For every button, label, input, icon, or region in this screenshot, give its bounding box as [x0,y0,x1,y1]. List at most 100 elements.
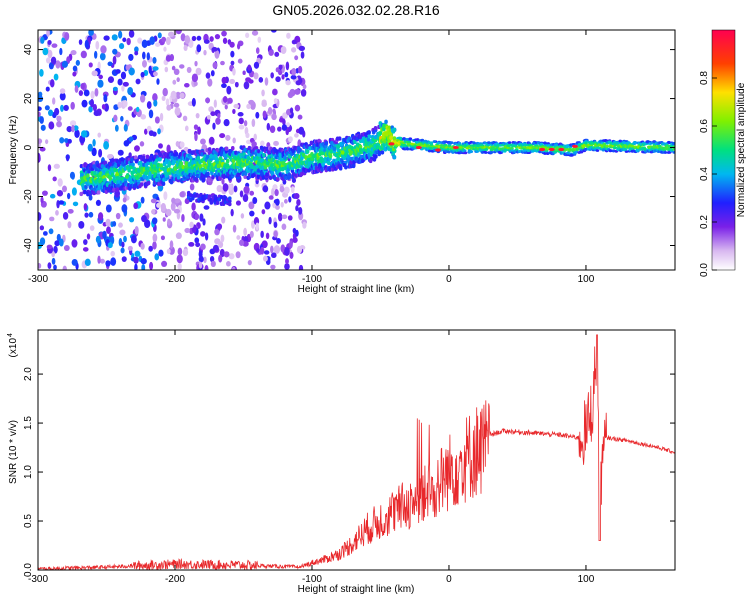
spectrogram-noise-cell [54,240,60,247]
spectrogram-noise-cell [255,47,260,55]
spectrogram-noise-cell [112,55,117,65]
spectrogram-noise-cell [126,37,131,46]
snr-panel: -300 -200 -100 0 100 0.0 0.5 1.0 1.5 2.0 Height … [7,329,676,595]
spectrogram-ridge-cell [179,161,184,166]
spectrogram-ridge-cell [539,142,544,146]
spectrogram-noise-cell [70,101,75,110]
spectrogram-noise-cell [289,107,294,114]
spectrogram-noise-cell [196,35,202,41]
spectrogram-noise-cell [252,196,258,204]
spectrogram-ridge-cell [337,136,342,141]
spectrogram-noise-cell [246,103,251,110]
spectrogram-y-tick-label: 20 [23,93,34,105]
spectrogram-noise-cell [162,217,166,222]
spectrogram-noise-cell [47,109,54,117]
spectrogram-peak-cell [388,142,395,146]
spectrogram-noise-cell [279,185,285,193]
spectrogram-noise-cell [51,251,55,258]
spectrogram-noise-cell [198,255,204,263]
spectrogram-noise-cell [120,115,124,122]
spectrogram-ridge-cell [514,148,519,151]
spectrogram-noise-cell [284,247,290,256]
snr-x-label: Height of straight line (km) [298,584,415,595]
spectrogram-noise-cell [194,132,198,142]
spectrogram-noise-cell [273,140,279,147]
spectrogram-ridge-cell [297,147,302,153]
spectrogram-noise-cell [106,226,111,235]
spectrogram-ridge-cell [491,146,496,150]
spectrogram-ridge-cell [146,180,151,186]
spectrogram-noise-cell [46,30,50,37]
spectrogram-noise-cell [230,60,235,66]
spectrogram-ridge-cell [265,172,269,177]
spectrogram-noise-cell [235,200,242,206]
spectrogram-noise-cell [264,77,269,86]
spectrogram-noise-cell [97,61,101,70]
spectrogram-noise-cell [274,189,279,197]
spectrogram-ridge-cell [663,151,668,154]
spectrogram-noise-cell [94,50,98,59]
spectrogram-noise-cell [38,142,41,148]
spectrogram-noise-cell [229,78,236,85]
spectrogram-noise-cell [74,85,79,93]
spectrogram-noise-cell [165,98,170,106]
spectrogram-noise-cell [89,98,94,108]
spectrogram-x-tick-label: -100 [302,274,322,285]
spectrogram-ridge-cell [389,135,394,140]
snr-x-tick-label: 0 [446,574,452,585]
spectrogram-noise-cell [39,146,46,152]
spectrogram-noise-cell [67,138,72,144]
spectrogram-noise-cell [42,231,48,236]
spectrogram-noise-cell [273,98,278,104]
spectrogram-peak-cell [558,147,565,152]
spectrogram-noise-cell [120,247,125,254]
spectrogram-ridge-cell [353,139,357,145]
spectrogram-noise-cell [88,62,93,68]
spectrogram-branch-cell [227,202,232,207]
spectrogram-peak-cell [452,145,459,150]
spectrogram-noise-cell [72,201,79,207]
spectrogram-noise-cell [112,221,117,227]
spectrogram-noise-cell [182,115,188,122]
spectrogram-noise-cell [221,30,227,37]
spectrogram-noise-cell [249,230,254,238]
spectrogram-ridge-cell [336,144,341,149]
spectrogram-noise-cell [95,40,100,50]
colorbar-ticks: 0.0 0.2 0.4 0.6 0.8 [699,71,717,277]
spectrogram-noise-cell [194,213,200,220]
spectrogram-noise-cell [84,258,91,267]
spectrogram-ridge-cell [599,139,603,143]
spectrogram-noise-cell [200,231,206,237]
spectrogram-noise-cell [70,49,77,56]
spectrogram-noise-cell [90,90,95,99]
spectrogram-noise-cell [216,223,223,230]
spectrogram-noise-cell [271,252,277,259]
spectrogram-noise-cell [237,43,241,50]
spectrogram-ridge-cell [217,163,222,169]
spectrogram-ridge-cell [262,152,266,158]
spectrogram-noise-cell [173,102,180,108]
spectrogram-noise-cell [141,264,146,270]
spectrogram-noise-cell [120,71,127,80]
spectrogram-ridge-cell [568,147,572,151]
spectrogram-noise-cell [40,124,46,131]
spectrogram-noise-cell [245,132,250,139]
spectrogram-noise-cell [218,254,223,263]
spectrogram-ridge-cell [624,150,629,153]
spectrogram-ridge-cell [243,147,247,153]
spectrogram-ridge-cell [253,167,258,172]
spectrogram-noise-cell [184,82,190,88]
spectrogram-noise-cell [107,76,115,84]
spectrogram-noise-cell [273,221,278,228]
spectrogram-ridge-cell [388,131,393,136]
spectrogram-noise-cell [233,103,240,109]
spectrogram-ridge-cell [338,166,343,171]
spectrogram-noise-cell [171,197,176,204]
spectrogram-noise-cell [110,250,115,257]
spectrogram-noise-cell [219,133,226,139]
spectrogram-noise-cell [112,48,118,55]
spectrogram-ridge-cell [206,171,210,177]
spectrogram-noise-cell [152,241,157,250]
spectrogram-noise-cell [107,61,113,67]
spectrogram-noise-cell [191,202,196,211]
